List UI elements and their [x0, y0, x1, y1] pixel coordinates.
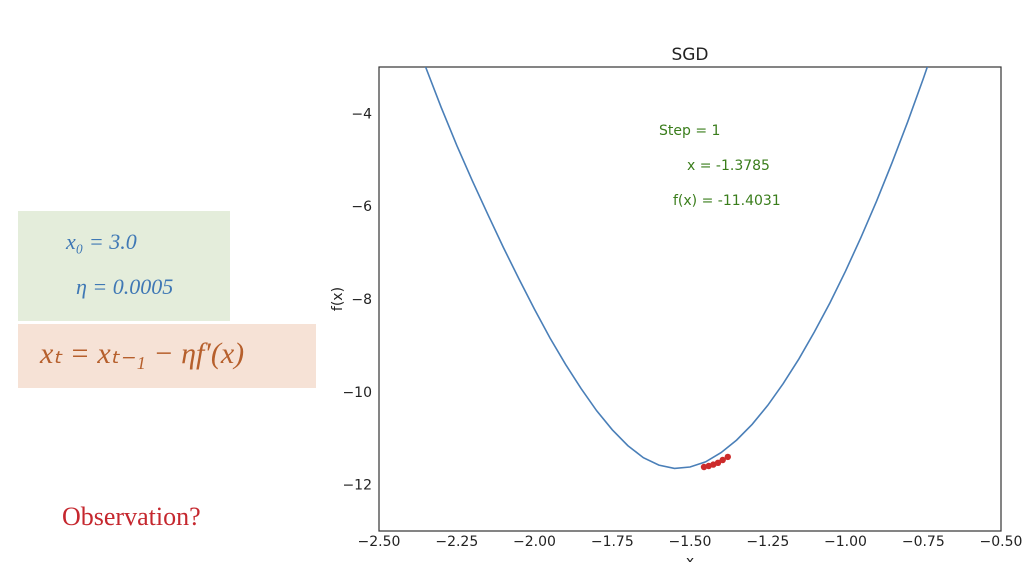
observation-prompt: Observation? — [62, 502, 201, 531]
x-tick-label: −1.25 — [746, 534, 789, 550]
parameters-box: x₀ = 3.0 η = 0.0005 — [18, 211, 230, 321]
x-tick-label: −1.00 — [824, 534, 867, 550]
sgd-step-point — [714, 459, 722, 466]
y-tick-label: −4 — [351, 106, 372, 122]
y-axis-label: f(x) — [330, 287, 346, 311]
y-tick-label: −6 — [351, 199, 372, 215]
x-tick-label: −1.50 — [669, 534, 712, 550]
update-rule-formula: xₜ = xₜ₋₁ − ηf′(x) — [40, 337, 245, 370]
sgd-step-point — [719, 456, 726, 464]
x-tick-label: −1.75 — [591, 534, 634, 550]
step-annotation: Step = 1 — [659, 123, 720, 139]
y-tick-label: −8 — [351, 292, 372, 308]
sgd-step-point — [724, 453, 731, 461]
x-value-annotation: x = -1.3785 — [687, 158, 770, 174]
curve-layer — [424, 67, 929, 470]
x-tick-label: −2.25 — [435, 534, 478, 550]
update-rule-box: xₜ = xₜ₋₁ − ηf′(x) — [18, 324, 316, 388]
y-tick-label: −12 — [342, 478, 372, 494]
plot-area-frame — [378, 66, 1002, 532]
points-layer — [700, 453, 731, 471]
chart-title: SGD — [671, 45, 708, 65]
y-tick-label: −10 — [342, 385, 372, 401]
x-axis-label: x — [686, 554, 694, 562]
x-tick-label: −2.00 — [513, 534, 556, 550]
learning-rate-value: η = 0.0005 — [76, 274, 174, 299]
x-tick-label: −0.75 — [902, 534, 945, 550]
fx-value-annotation: f(x) = -11.4031 — [673, 193, 781, 209]
function-curve — [424, 67, 929, 470]
x-tick-labels: −2.50 −2.25 −2.00 −1.75 −1.50 −1.25 −1.00 −0.75… — [358, 534, 1023, 550]
y-tick-labels: −4 −6 −8 −10 −12 — [342, 106, 372, 493]
x-tick-label: −0.50 — [980, 534, 1023, 550]
initial-x-value: x₀ = 3.0 — [66, 229, 137, 254]
x-tick-label: −2.50 — [358, 534, 401, 550]
